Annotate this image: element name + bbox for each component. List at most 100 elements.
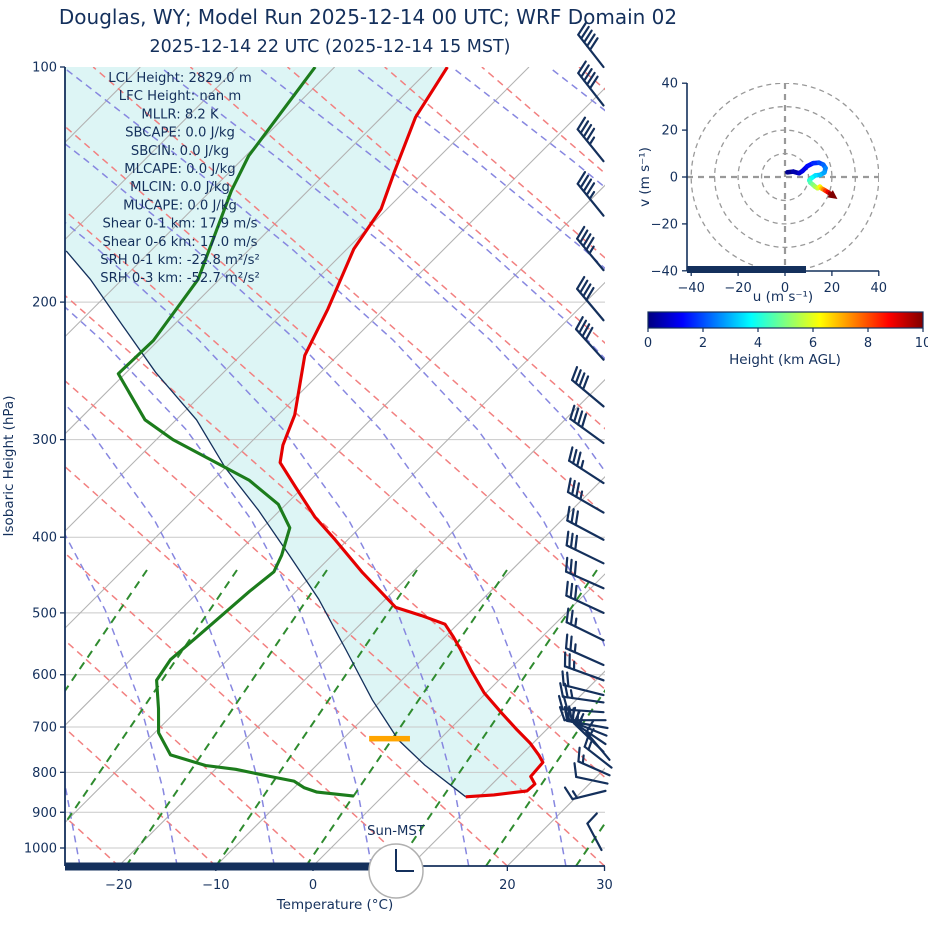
wind-barb <box>559 682 605 704</box>
wind-barb <box>569 404 605 445</box>
dewpoint-curve <box>116 67 354 798</box>
mixing-ratio-line <box>395 569 598 866</box>
profile-curves <box>65 67 545 799</box>
wind-barb <box>565 530 605 565</box>
stability-annotations: LCL Height: 2829.0 m LFC Height: nan m MLL… <box>100 71 260 286</box>
x-tick-label: 30 <box>596 878 613 893</box>
wind-barb <box>583 732 613 769</box>
annotation-line: MLCIN: 0.0 J/kg <box>130 180 230 195</box>
hodograph-y-label: v (m s⁻¹) <box>637 147 653 207</box>
moist-adiabat <box>65 221 470 866</box>
wind-barb <box>576 275 605 322</box>
hodo-y-tick-label: 40 <box>661 77 678 92</box>
y-tick-label: 700 <box>32 721 57 736</box>
hodo-x-tick-label: 40 <box>871 281 888 296</box>
annotation-line: SRH 0-1 km: -22.8 m²/s² <box>100 253 260 268</box>
wind-barb <box>576 171 605 217</box>
isotherm <box>65 67 336 338</box>
wind-barb <box>586 812 603 852</box>
dry-adiabat <box>65 294 605 779</box>
moist-adiabat <box>354 67 605 270</box>
dry-adiabat <box>65 727 217 866</box>
wind-barb <box>564 633 605 667</box>
isotherm <box>312 573 605 866</box>
lcl-marker <box>369 735 410 742</box>
mixing-ratio-line <box>215 569 418 866</box>
moist-adiabat <box>159 67 605 473</box>
wind-barb <box>577 22 605 69</box>
hodograph-x-label: u (m s⁻¹) <box>753 289 813 305</box>
hodograph-arrowhead <box>827 190 838 200</box>
annotation-line: SBCAPE: 0.0 J/kg <box>125 126 235 141</box>
y-tick-label: 400 <box>32 531 57 546</box>
mixing-ratio-line <box>65 569 238 826</box>
wind-barb <box>574 316 605 361</box>
wind-barb <box>576 116 605 163</box>
hodo-x-tick-label: 0 <box>781 281 789 296</box>
annotation-line: SBCIN: 0.0 J/kg <box>131 144 229 159</box>
wind-barb <box>563 651 605 682</box>
hodo-x-tick-label: −20 <box>724 281 751 296</box>
x-tick-label: −10 <box>202 878 229 893</box>
wind-barb <box>577 746 611 777</box>
isotherm <box>65 67 530 532</box>
annotation-line: Shear 0-1 km: 17.9 m/s <box>102 217 257 232</box>
hodograph-trace <box>785 160 838 200</box>
annotation-line: SRH 0-3 km: -52.7 m²/s² <box>100 271 260 286</box>
isotherm <box>604 864 605 866</box>
annotation-line: MLCAPE: 0.0 J/kg <box>124 162 235 177</box>
wind-barb <box>561 670 605 697</box>
y-tick-label: 900 <box>32 806 57 821</box>
y-tick-label: 800 <box>32 766 57 781</box>
moist-adiabat <box>65 67 605 650</box>
wind-barb <box>566 505 605 541</box>
annotation-line: MLLR: 8.2 K <box>141 107 219 122</box>
sun-clock-label: Sun-MST <box>367 824 426 839</box>
dry-adiabat <box>65 379 605 866</box>
isotherm <box>215 476 605 866</box>
background-isolines <box>65 67 605 866</box>
isotherm <box>506 767 605 866</box>
axis-ticks: 1002003004005006007008009001000−20−10010… <box>24 61 613 894</box>
annotation-line: LCL Height: 2829.0 m <box>108 71 252 86</box>
moist-adiabat <box>65 142 567 866</box>
colorbar-tick-label: 0 <box>644 336 652 351</box>
wind-barb <box>568 446 605 485</box>
hodograph-ticks: −40 −40 −20 −20 0 0 20 20 40 40 <box>651 77 888 296</box>
wind-barb <box>570 366 605 408</box>
dry-adiabat <box>65 639 314 866</box>
figure-title: Douglas, WY; Model Run 2025-12-14 00 UTC… <box>59 5 677 29</box>
x-tick-label: 0 <box>309 878 317 893</box>
wind-barb <box>577 60 605 107</box>
hodo-y-tick-label: 20 <box>661 124 678 139</box>
colorbar-tick-label: 10 <box>915 336 928 351</box>
y-tick-label: 1000 <box>24 842 57 857</box>
y-tick-label: 300 <box>32 433 57 448</box>
cape-shading <box>65 67 543 797</box>
colorbar-tick-label: 6 <box>809 336 817 351</box>
colorbar-label: Height (km AGL) <box>729 352 841 368</box>
dry-adiabat <box>578 67 605 91</box>
y-tick-label: 100 <box>32 61 57 76</box>
skewt-plot: 1002003004005006007008009001000−20−10010… <box>1 22 613 913</box>
hodo-y-tick-label: 0 <box>670 171 678 186</box>
moist-adiabat <box>256 67 605 360</box>
annotation-line: LFC Height: nan m <box>119 89 241 104</box>
annotation-line: MUCAPE: 0.0 J/kg <box>123 198 237 213</box>
y-tick-label: 600 <box>32 668 57 683</box>
colorbar-tick-label: 8 <box>864 336 872 351</box>
isotherm <box>65 281 605 824</box>
hodograph-rings <box>687 83 879 271</box>
wind-barb <box>576 225 605 272</box>
mixing-ratio-line <box>65 569 148 693</box>
shaded-area <box>65 67 543 797</box>
wind-barbs-column <box>557 22 613 852</box>
pressure-gridlines <box>65 301 605 849</box>
height-colorbar: 0 2 4 6 8 10 Height (km AGL) <box>644 311 928 368</box>
colorbar-tick-label: 4 <box>754 336 762 351</box>
hodo-x-tick-label: −40 <box>677 281 704 296</box>
parcel-profile-line <box>65 250 467 798</box>
wind-barb <box>565 580 605 614</box>
